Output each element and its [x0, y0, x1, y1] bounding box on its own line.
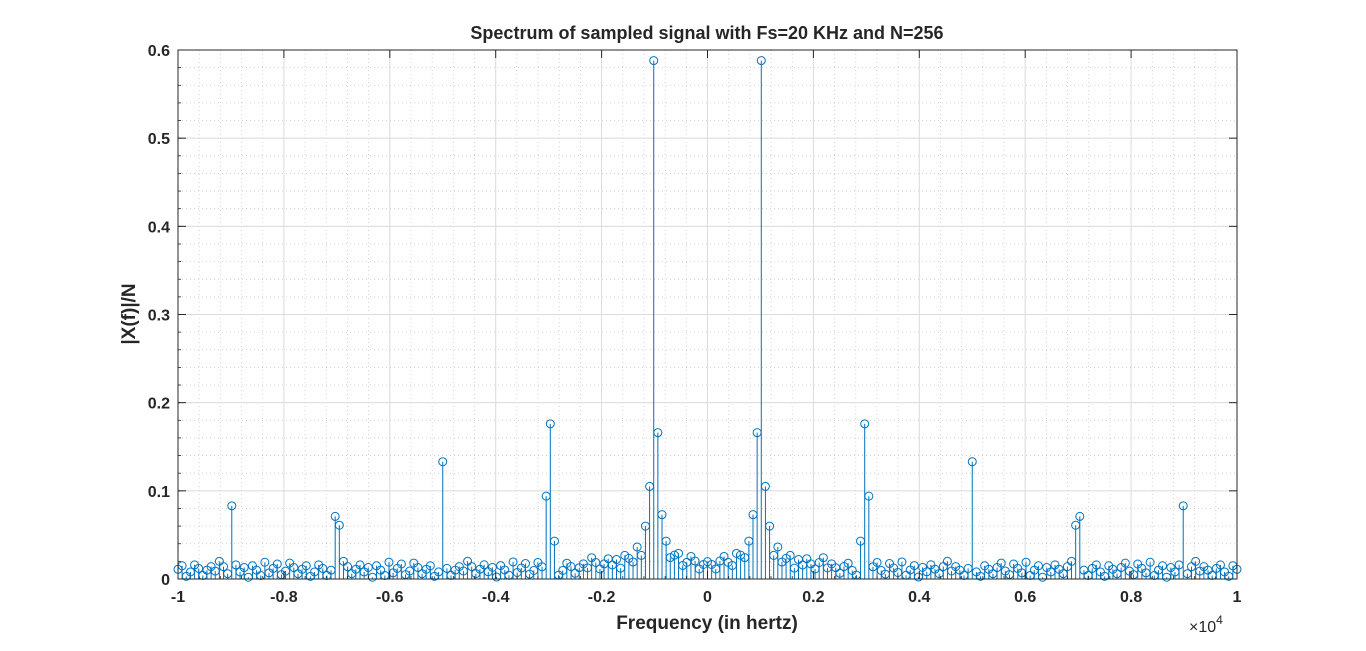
stem-marker: [818, 553, 828, 563]
stem-marker: [396, 559, 406, 569]
stem-marker: [487, 562, 497, 572]
stem-marker: [1091, 560, 1101, 570]
stem-marker: [260, 557, 270, 567]
x-exponent-base: ×10: [1189, 619, 1216, 636]
stem-marker: [520, 559, 530, 569]
stem-marker: [227, 501, 237, 511]
stem-marker: [239, 563, 249, 573]
stem-marker: [843, 558, 853, 568]
stem-marker: [967, 457, 977, 467]
stem-marker: [1075, 511, 1085, 521]
x-exponent: ×104: [1189, 613, 1223, 636]
stem-marker: [479, 560, 489, 570]
stem-marker: [545, 419, 555, 429]
y-tick-label: 0.4: [148, 219, 170, 236]
stem-marker: [318, 563, 328, 573]
stem-marker: [413, 563, 423, 573]
stem-marker: [860, 419, 870, 429]
stem-marker: [773, 542, 783, 552]
stem-marker: [864, 491, 874, 501]
stem-marker: [330, 511, 340, 521]
stem-marker: [632, 542, 642, 552]
stem-marker: [384, 557, 394, 567]
y-tick-label: 0.3: [148, 308, 170, 325]
stem-marker: [442, 563, 452, 573]
x-tick-label: -1: [171, 589, 185, 606]
stem-marker: [219, 562, 229, 572]
stem-marker: [343, 562, 353, 572]
stem-marker: [467, 562, 477, 572]
stem-marker: [942, 556, 952, 566]
stem-marker: [231, 560, 241, 570]
x-tick-label: -0.6: [376, 589, 404, 606]
stem-marker: [301, 561, 311, 571]
x-tick-label: -0.2: [588, 589, 616, 606]
stem-marker: [897, 557, 907, 567]
stem-marker: [661, 536, 671, 546]
stems: [173, 56, 1242, 582]
stem-marker: [657, 510, 667, 520]
x-tick-label: 0.4: [908, 589, 930, 606]
stem-marker: [1178, 501, 1188, 511]
stem-marker: [334, 520, 344, 530]
stem-marker: [1033, 561, 1043, 571]
stem-marker: [355, 560, 365, 570]
stem-marker: [653, 428, 663, 438]
stem-marker: [1021, 557, 1031, 567]
stem-marker: [719, 551, 729, 561]
x-tick-label: 0: [703, 589, 712, 606]
stem-marker: [1191, 556, 1201, 566]
stem-marker: [785, 550, 795, 560]
x-tick-label: 0.8: [1120, 589, 1142, 606]
y-tick-label: 0: [161, 572, 170, 589]
stem-marker: [1215, 560, 1225, 570]
y-axis-label: |X(f)|/N: [119, 283, 140, 344]
stem-marker: [425, 561, 435, 571]
y-tick-label: 0.1: [148, 484, 170, 501]
x-tick-label: -0.4: [482, 589, 510, 606]
stem-marker: [611, 555, 621, 565]
stem-marker: [765, 521, 775, 531]
stem-marker: [508, 557, 518, 567]
stem-marker: [438, 457, 448, 467]
stem-marker: [731, 548, 741, 558]
stem-marker: [272, 559, 282, 569]
stem-marker: [363, 563, 373, 573]
x-exponent-power: 4: [1216, 613, 1223, 627]
tick-labels: -1 -0.8 -0.6 -0.4 -0.2 0 0.2 0.4 0.6 0.8 1 0 0.1 0.2 0…: [148, 43, 1242, 606]
stem-marker: [1145, 557, 1155, 567]
stem-marker: [909, 561, 919, 571]
chart-title: Spectrum of sampled signal with Fs=20 KH…: [470, 23, 943, 43]
x-axis-label: Frequency (in hertz): [616, 613, 798, 634]
stem-marker: [194, 563, 204, 573]
y-tick-label: 0.2: [148, 396, 170, 413]
x-tick-label: 0.2: [802, 589, 824, 606]
stem-marker: [1158, 561, 1168, 571]
stem-marker: [649, 56, 659, 66]
x-tick-label: 1: [1233, 589, 1242, 606]
stem-marker: [756, 56, 766, 66]
y-tick-label: 0.6: [148, 43, 170, 60]
axis-ticks: [177, 49, 1238, 580]
stem-marker: [996, 558, 1006, 568]
stem-marker: [289, 563, 299, 573]
x-tick-label: -0.8: [270, 589, 298, 606]
stem-marker: [690, 556, 700, 566]
stem-marker: [674, 548, 684, 558]
stem-marker: [1120, 558, 1130, 568]
x-tick-label: 0.6: [1014, 589, 1036, 606]
stem-marker: [549, 536, 559, 546]
stem-marker: [872, 557, 882, 567]
stem-marker: [760, 481, 770, 491]
y-tick-label: 0.5: [148, 131, 170, 148]
